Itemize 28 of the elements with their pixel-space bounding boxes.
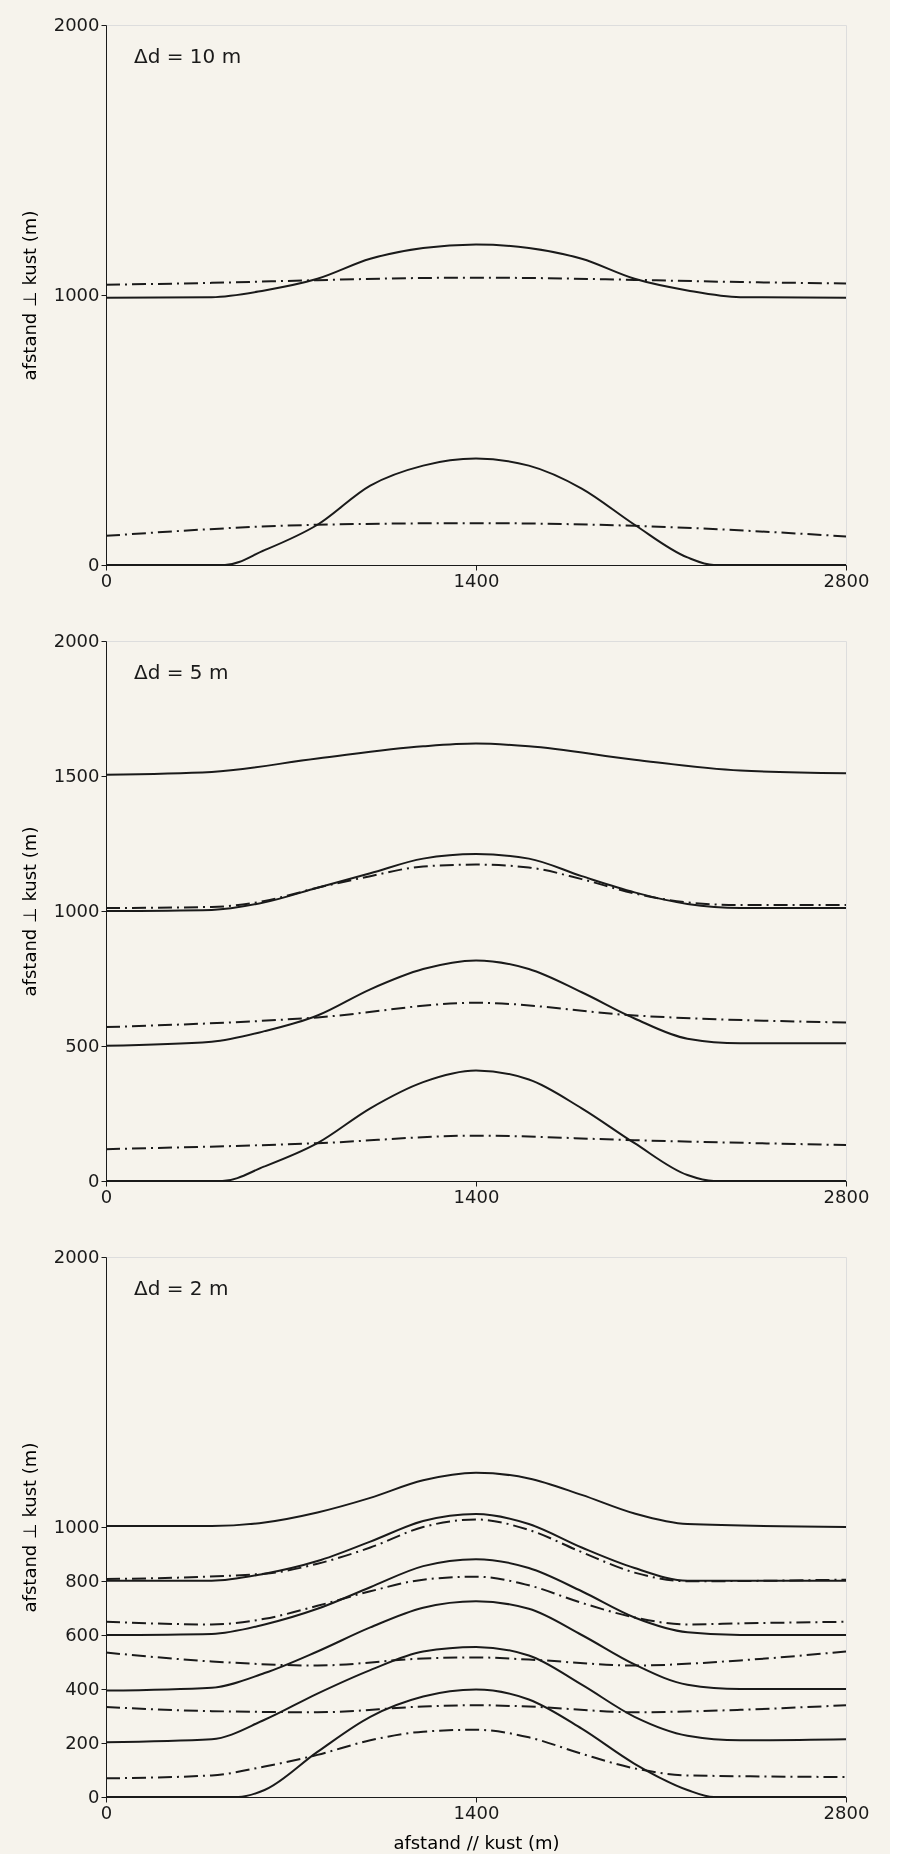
annotation: Δd = 2 m bbox=[134, 1276, 229, 1300]
y-tick-label: 1000 bbox=[53, 1515, 100, 1537]
y-axis-title: afstand ⊥ kust (m) bbox=[18, 1442, 40, 1613]
y-tick-label: 500 bbox=[65, 1034, 100, 1056]
annotation: Δd = 5 m bbox=[134, 660, 229, 684]
y-tick-label: 400 bbox=[65, 1677, 100, 1699]
x-tick-label: 2800 bbox=[823, 1185, 870, 1207]
x-tick-label: 1400 bbox=[453, 1185, 500, 1207]
y-tick-label: 1000 bbox=[53, 283, 100, 305]
y-tick-label: 0 bbox=[88, 1785, 100, 1807]
y-tick-label: 600 bbox=[65, 1623, 100, 1645]
x-tick-label: 1400 bbox=[453, 569, 500, 591]
y-tick-label: 1000 bbox=[53, 899, 100, 921]
y-tick-label: 0 bbox=[88, 553, 100, 575]
y-tick-label: 2000 bbox=[53, 13, 100, 35]
x-tick-label: 2800 bbox=[823, 1801, 870, 1823]
x-tick-label: 2800 bbox=[823, 569, 870, 591]
x-axis-title: afstand // kust (m) bbox=[393, 1831, 560, 1853]
y-tick-label: 1500 bbox=[53, 764, 100, 786]
y-tick-label: 800 bbox=[65, 1569, 100, 1591]
y-axis-title: afstand ⊥ kust (m) bbox=[18, 210, 40, 381]
y-tick-label: 0 bbox=[88, 1169, 100, 1191]
annotation: Δd = 10 m bbox=[134, 44, 242, 68]
x-tick-label: 1400 bbox=[453, 1801, 500, 1823]
y-tick-label: 2000 bbox=[53, 629, 100, 651]
y-axis-title: afstand ⊥ kust (m) bbox=[18, 826, 40, 997]
y-tick-label: 2000 bbox=[53, 1245, 100, 1267]
y-tick-label: 200 bbox=[65, 1731, 100, 1753]
